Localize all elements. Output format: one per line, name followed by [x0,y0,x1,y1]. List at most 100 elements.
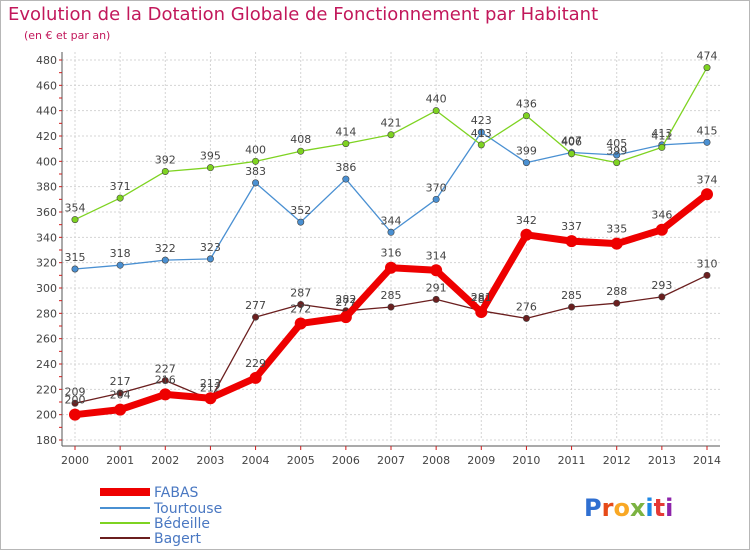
data-point [432,295,440,303]
data-point [252,157,260,165]
data-point [339,311,352,324]
data-label: 407 [561,134,582,147]
data-point [161,376,169,384]
data-label: 386 [335,161,356,174]
data-point [568,150,576,158]
x-tick-label: 2005 [287,454,315,467]
data-label: 200 [65,394,86,407]
data-label: 282 [335,293,356,306]
data-point [206,164,214,172]
y-tick-label: 320 [36,257,57,270]
data-label: 354 [65,202,86,215]
data-point [252,179,260,187]
data-label: 217 [110,375,131,388]
data-label: 316 [381,247,402,260]
data-label: 288 [606,285,627,298]
data-label: 337 [561,220,582,233]
data-label: 281 [471,291,492,304]
data-label: 405 [606,137,627,150]
x-tick-label: 2011 [558,454,586,467]
data-point [387,303,395,311]
proxiti-logo: Proxiti [584,494,673,522]
data-label: 374 [697,173,718,186]
data-label: 421 [381,117,402,130]
data-point [477,141,485,149]
data-label: 413 [651,127,672,140]
data-point [385,261,397,274]
legend-label: FABAS [154,485,199,501]
data-point [432,195,440,203]
data-point [297,147,305,155]
y-tick-label: 280 [36,307,57,320]
data-label: 415 [697,124,718,137]
data-label: 216 [155,373,176,386]
data-point [71,399,79,407]
data-label: 392 [155,153,176,166]
data-point [159,388,172,401]
data-label: 293 [651,279,672,292]
data-label: 411 [651,129,672,142]
x-tick-label: 2007 [377,454,405,467]
data-label: 352 [290,204,311,217]
data-label: 272 [290,302,311,315]
y-tick-label: 180 [36,434,57,447]
data-point [204,392,217,405]
data-point [116,389,124,397]
data-label: 310 [697,257,718,270]
data-point [703,64,711,72]
data-label: 395 [200,150,221,163]
data-point [387,131,395,139]
data-label: 408 [290,133,311,146]
data-point [703,138,711,146]
data-label: 209 [65,385,86,398]
data-label: 276 [516,300,537,313]
data-label: 436 [516,98,537,111]
data-label: 291 [426,281,447,294]
data-label: 335 [606,223,627,236]
data-point [294,317,307,330]
data-point [71,265,79,273]
data-label: 285 [561,289,582,302]
data-point [568,303,576,311]
data-point [387,228,395,236]
data-point [69,408,81,421]
y-tick-label: 400 [36,155,57,168]
chart-subtitle: (en € et par an) [24,29,111,42]
data-point [297,218,305,226]
y-tick-label: 440 [36,105,57,118]
data-label: 204 [110,389,131,402]
data-label: 229 [245,357,266,370]
data-point [116,194,124,202]
x-tick-label: 2009 [467,454,495,467]
x-tick-label: 2006 [332,454,360,467]
data-label: 399 [606,145,627,158]
legend-label: Bédeille [154,516,210,532]
data-label: 370 [426,181,447,194]
data-label: 399 [516,145,537,158]
data-label: 322 [155,242,176,255]
data-point [610,237,623,250]
data-point [114,403,127,416]
data-point [342,175,350,183]
data-label: 277 [335,296,356,309]
data-label: 323 [200,241,221,254]
data-point [658,293,666,301]
data-point [477,128,485,136]
data-label: 285 [381,289,402,302]
y-tick-label: 220 [36,383,57,396]
data-point [613,299,621,307]
data-point [655,223,668,236]
data-label: 346 [651,209,672,222]
data-point [161,256,169,264]
data-label: 213 [200,377,221,390]
data-point [613,151,621,159]
data-point [161,167,169,175]
data-point [613,159,621,167]
data-label: 371 [110,180,131,193]
x-tick-label: 2004 [242,454,270,467]
y-tick-label: 360 [36,206,57,219]
data-label: 474 [697,50,718,63]
x-tick-label: 2010 [512,454,540,467]
x-tick-label: 2008 [422,454,450,467]
